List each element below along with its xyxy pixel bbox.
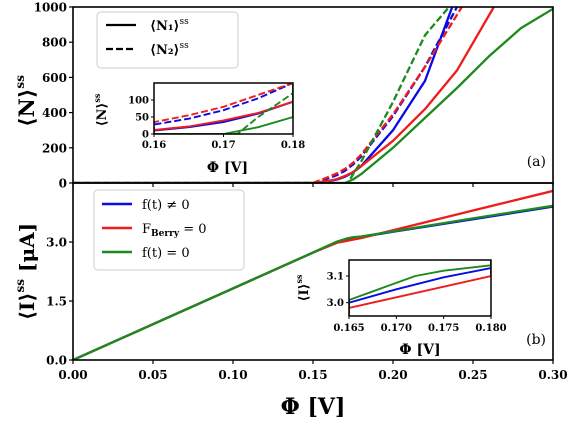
b-xtick-label: 0.20 — [378, 368, 407, 382]
a-inset-xlabel: Φ [V] — [207, 160, 248, 176]
b-inset-series-red-solid — [349, 260, 491, 316]
b-inset-ytick-label: 3.0 — [327, 298, 344, 309]
a-inset-xtick-label: 0.16 — [142, 140, 166, 151]
a-ytick-label: 400 — [42, 106, 67, 120]
b-inset-xtick-label: 0.180 — [475, 323, 506, 334]
b-legend: f(t) ≠ 0 FBerry = 0 f(t) = 0 — [93, 189, 245, 271]
b-ytick-label: 3.0 — [46, 236, 67, 250]
b-inset-ytick-label: 3.1 — [327, 272, 344, 283]
a-inset-series-green-dashed — [154, 83, 293, 134]
b-inset-xtick-label: 0.165 — [333, 323, 364, 334]
b-legend-box — [93, 189, 245, 271]
b-ylabel: ⟨I⟩ss [μA] — [13, 223, 39, 320]
b-inset-bg — [349, 260, 491, 316]
a-inset-ylabel: ⟨N⟩ss — [92, 93, 110, 126]
a-inset-series-green-solid — [154, 83, 293, 134]
b-xtick-label: 0.25 — [458, 368, 487, 382]
a-ytick-label: 200 — [42, 141, 67, 155]
b-xtick-label: 0.05 — [138, 368, 167, 382]
a-series-red-dashed — [73, 7, 463, 183]
a-inset-series-red-dashed — [154, 83, 293, 134]
a-legend-label: ⟨N₂⟩ss — [150, 41, 189, 58]
b-inset: 0.165 0.170 0.175 0.180 3.0 3.1 Φ [V] ⟨I⟩ss — [294, 259, 507, 358]
panel-a: 02004006008001000⟨N⟩ss(a)⟨N₁⟩ss⟨N₂⟩ss0.1… — [13, 1, 554, 191]
a-ytick-label: 1000 — [34, 1, 67, 15]
a-inset-series-red-solid — [154, 83, 293, 134]
b-xtick-label: 0.10 — [218, 368, 247, 382]
b-xtick-label: 0.00 — [58, 368, 87, 382]
panel-b: 0.0 1.5 3.0 0.00 0.05 0.10 0.15 0.20 0.25 0.30 Φ [… — [13, 182, 568, 420]
a-inset-series-blue-dashed — [154, 83, 293, 134]
a-inset-ytick-label: 100 — [128, 96, 149, 107]
b-xlabel: Φ [V] — [281, 394, 346, 420]
a-series-green-dashed — [73, 7, 450, 183]
b-xtick-label: 0.15 — [298, 368, 327, 382]
b-inset-series-green-solid — [349, 260, 491, 316]
b-ytick-label: 1.5 — [46, 295, 67, 309]
b-inset-xlabel: Φ [V] — [399, 342, 440, 358]
b-inset-series-blue-solid — [349, 260, 491, 316]
a-legend-label: ⟨N₁⟩ss — [150, 17, 189, 34]
b-inset-xtick-label: 0.170 — [381, 323, 412, 334]
a-panel-label: (a) — [527, 154, 546, 170]
a-ylabel: ⟨N⟩ss — [13, 75, 39, 127]
a-ytick-label: 0 — [59, 177, 67, 191]
a-ytick-label: 600 — [42, 71, 67, 85]
a-inset: 0.16 0.17 0.18 0 50 100 Φ [V] ⟨N⟩ss — [92, 82, 305, 176]
a-inset-series-blue-solid — [154, 83, 293, 134]
b-panel-label: (b) — [526, 332, 546, 348]
a-inset-ytick-label: 50 — [135, 113, 149, 124]
a-series-green-solid — [73, 7, 553, 183]
a-inset-ytick-label: 0 — [142, 130, 149, 141]
b-xtick-label: 0.30 — [538, 368, 567, 382]
a-inset-xtick-label: 0.17 — [211, 140, 235, 151]
a-inset-xtick-label: 0.18 — [281, 140, 305, 151]
b-inset-xtick-label: 0.175 — [428, 323, 459, 334]
b-inset-frame — [348, 259, 492, 317]
b-legend-label: FBerry = 0 — [142, 222, 207, 239]
b-inset-ylabel: ⟨I⟩ss — [294, 274, 312, 301]
a-legend: ⟨N₁⟩ss ⟨N₂⟩ss — [96, 11, 239, 69]
b-legend-label: f(t) ≠ 0 — [142, 198, 190, 213]
b-ytick-label: 0.0 — [46, 354, 67, 368]
b-legend-label: f(t) = 0 — [142, 246, 190, 261]
a-ytick-label: 800 — [42, 36, 67, 50]
b-series-green-solid — [73, 204, 553, 360]
